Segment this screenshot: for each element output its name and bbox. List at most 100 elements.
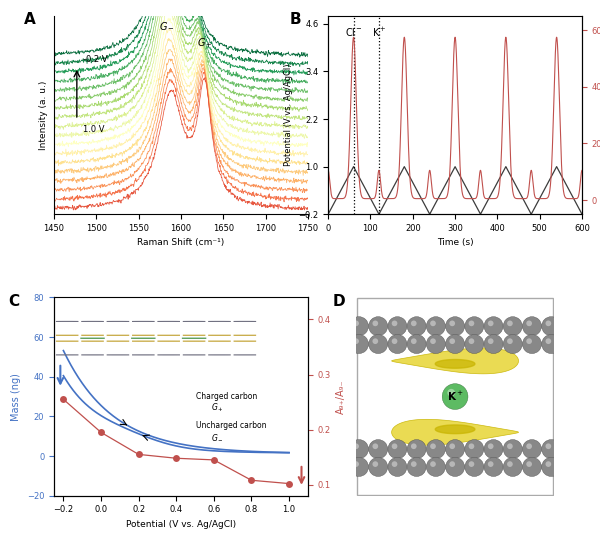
Circle shape: [523, 440, 542, 458]
Text: C: C: [8, 294, 19, 309]
Circle shape: [488, 461, 494, 467]
Circle shape: [488, 443, 494, 449]
Text: K$^+$: K$^+$: [446, 390, 464, 403]
Text: $G_+$: $G_+$: [211, 401, 224, 414]
Circle shape: [388, 457, 407, 477]
Circle shape: [368, 440, 388, 458]
Circle shape: [545, 443, 551, 449]
Circle shape: [465, 457, 484, 477]
Circle shape: [353, 443, 359, 449]
Text: K$^+$: K$^+$: [371, 26, 386, 39]
X-axis label: Time (s): Time (s): [437, 238, 473, 247]
Text: -0.2 V: -0.2 V: [83, 55, 107, 64]
Circle shape: [430, 338, 436, 344]
Circle shape: [373, 338, 378, 344]
Circle shape: [427, 335, 445, 353]
Circle shape: [446, 457, 464, 477]
Circle shape: [542, 335, 561, 353]
Circle shape: [526, 338, 532, 344]
Circle shape: [407, 335, 426, 353]
Circle shape: [449, 461, 455, 467]
Circle shape: [373, 443, 378, 449]
Circle shape: [542, 317, 561, 336]
Text: Cl$^-$: Cl$^-$: [344, 26, 362, 38]
Circle shape: [388, 335, 407, 353]
Circle shape: [526, 320, 532, 326]
Circle shape: [469, 320, 475, 326]
Circle shape: [349, 440, 368, 458]
Text: $G_+$: $G_+$: [197, 36, 212, 50]
Circle shape: [427, 317, 445, 336]
Circle shape: [446, 440, 464, 458]
Text: 1.0 V: 1.0 V: [83, 125, 104, 134]
Circle shape: [373, 461, 378, 467]
Circle shape: [349, 457, 368, 477]
Text: Uncharged carbon: Uncharged carbon: [196, 421, 266, 430]
Text: $G_-$: $G_-$: [158, 21, 175, 31]
Text: B: B: [290, 12, 302, 27]
Circle shape: [392, 461, 397, 467]
Y-axis label: A₉₊/A₉₋: A₉₊/A₉₋: [337, 379, 346, 414]
Circle shape: [353, 320, 359, 326]
Circle shape: [449, 443, 455, 449]
Circle shape: [503, 335, 522, 353]
Circle shape: [469, 338, 475, 344]
Circle shape: [526, 461, 532, 467]
Circle shape: [392, 338, 397, 344]
Circle shape: [411, 338, 416, 344]
Polygon shape: [435, 360, 475, 368]
Circle shape: [430, 320, 436, 326]
Circle shape: [349, 317, 368, 336]
Circle shape: [523, 335, 542, 353]
Circle shape: [523, 457, 542, 477]
Circle shape: [427, 440, 445, 458]
Text: Charged carbon: Charged carbon: [196, 392, 257, 401]
Circle shape: [407, 440, 426, 458]
Circle shape: [392, 443, 397, 449]
Circle shape: [427, 457, 445, 477]
X-axis label: Potential (V vs. Ag/AgCl): Potential (V vs. Ag/AgCl): [126, 520, 236, 529]
Circle shape: [507, 461, 513, 467]
Circle shape: [411, 443, 416, 449]
Text: $G_-$: $G_-$: [211, 432, 224, 442]
Circle shape: [411, 320, 416, 326]
Circle shape: [449, 338, 455, 344]
Circle shape: [388, 317, 407, 336]
Circle shape: [503, 440, 522, 458]
Circle shape: [484, 440, 503, 458]
Circle shape: [545, 338, 551, 344]
Circle shape: [349, 335, 368, 353]
Circle shape: [430, 461, 436, 467]
Circle shape: [469, 461, 475, 467]
Circle shape: [465, 335, 484, 353]
Text: D: D: [332, 294, 345, 309]
Circle shape: [507, 320, 513, 326]
Circle shape: [488, 338, 494, 344]
Circle shape: [526, 443, 532, 449]
Circle shape: [503, 317, 522, 336]
Circle shape: [469, 443, 475, 449]
Circle shape: [488, 320, 494, 326]
Y-axis label: Mass (ng): Mass (ng): [11, 373, 21, 421]
Circle shape: [388, 440, 407, 458]
Circle shape: [465, 440, 484, 458]
Circle shape: [449, 320, 455, 326]
Circle shape: [545, 320, 551, 326]
Polygon shape: [392, 419, 518, 445]
Circle shape: [373, 320, 378, 326]
Circle shape: [542, 440, 561, 458]
Circle shape: [353, 461, 359, 467]
Circle shape: [442, 384, 468, 409]
Circle shape: [392, 320, 397, 326]
X-axis label: Raman Shift (cm⁻¹): Raman Shift (cm⁻¹): [137, 238, 224, 247]
Circle shape: [484, 335, 503, 353]
Circle shape: [446, 317, 464, 336]
Text: A: A: [23, 12, 35, 27]
Circle shape: [484, 457, 503, 477]
Circle shape: [448, 389, 455, 397]
Y-axis label: Potential (V vs. Ag/AgCl): Potential (V vs. Ag/AgCl): [284, 64, 293, 166]
Circle shape: [407, 317, 426, 336]
Circle shape: [507, 443, 513, 449]
Circle shape: [368, 317, 388, 336]
Circle shape: [523, 317, 542, 336]
